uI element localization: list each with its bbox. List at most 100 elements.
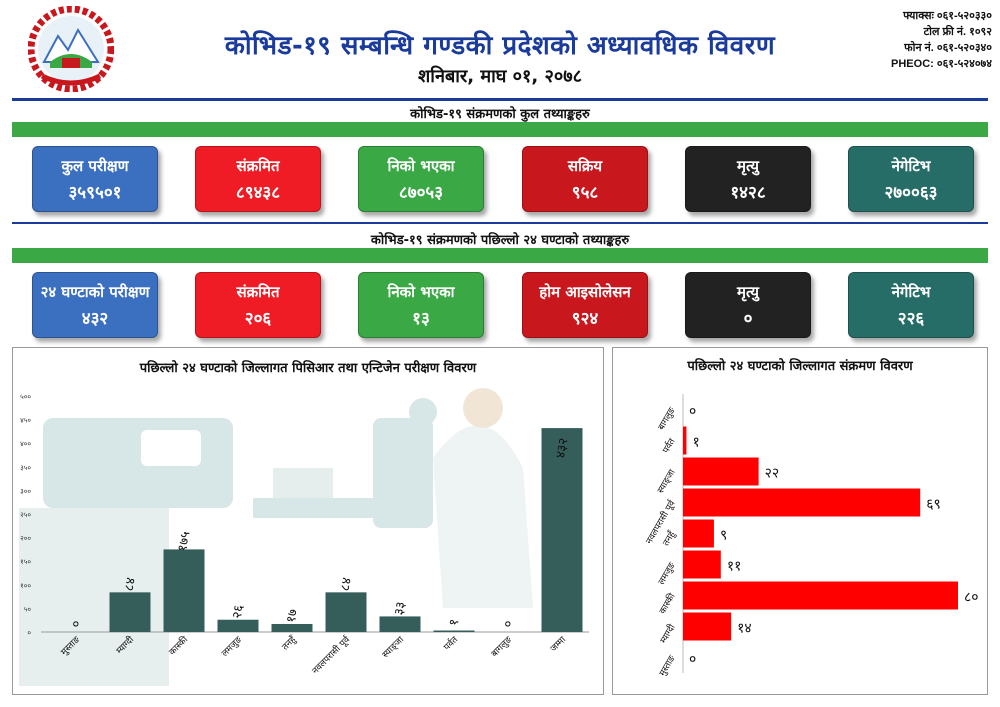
last24-card-3: होम आइसोलेसन ९२४: [522, 272, 648, 338]
card-label: संक्रमित: [236, 156, 280, 175]
toll-free-number: टोल फ्री नं. १०९२: [923, 26, 992, 38]
y-tick-label: ४००: [20, 440, 31, 448]
y-category-label: मुस्ताङ: [658, 654, 678, 678]
bar-value-label: ०: [689, 652, 696, 668]
bar-value-label: ११: [727, 559, 742, 575]
y-category-label: लमजुङ: [657, 561, 678, 587]
y-category-label: कास्की: [656, 590, 678, 616]
bar-5: [325, 592, 367, 632]
bar-value-label: २२: [765, 466, 780, 482]
x-category-label: बागलुङ: [490, 635, 514, 659]
contact-info: फ्याक्सः ०६१-५२०३३० टोल फ्री नं. १०९२ फो…: [891, 8, 992, 72]
bar-6: [379, 616, 421, 632]
bar-value-label: ८०: [964, 590, 979, 606]
bar-2: [163, 549, 205, 632]
last24-card-2: निको भएका १३: [358, 272, 484, 338]
bar-7: [683, 612, 732, 641]
y-tick-label: ०: [27, 629, 31, 637]
bar-3: [683, 488, 921, 517]
section-divider: [12, 222, 988, 224]
card-label: कुल परीक्षण: [61, 156, 129, 175]
infection-chart-panel: पछिल्लो २४ घण्टाको जिल्लागत संक्रमण विवर…: [612, 347, 988, 695]
bar-3: [217, 619, 259, 632]
card-value: ३५९५०१: [68, 182, 122, 203]
card-label: निको भएका: [387, 156, 455, 175]
bar-value-label: ८४: [122, 576, 139, 592]
totals-card-2: निको भएका ८७०५३: [358, 146, 484, 212]
y-category-label: बागलुङ: [657, 406, 678, 432]
y-tick-label: २००: [20, 535, 31, 543]
card-value: ८९४३८: [235, 182, 281, 203]
y-tick-label: ५००: [20, 393, 31, 401]
y-category-label: पर्वत: [660, 435, 678, 455]
bar-value-label: ०: [501, 619, 517, 628]
card-label: नेगेटिभ: [891, 282, 931, 301]
last24-card-1: संक्रमित २०६: [195, 272, 321, 338]
card-value: १३: [412, 308, 430, 329]
x-category-label: मुस्ताङ: [59, 635, 82, 658]
x-category-label: म्याग्दी: [113, 633, 136, 656]
pheoc-number: PHEOC: ०६१-५२४०७४: [891, 58, 992, 70]
y-tick-label: ३००: [20, 487, 31, 495]
phone-number: फोन नं. ०६१-५२०३४०: [904, 42, 992, 54]
card-value: २०६: [244, 308, 272, 329]
bar-value-label: ३३: [392, 601, 409, 617]
bar-1: [109, 592, 151, 632]
card-value: १४२८: [730, 182, 766, 203]
x-category-label: तनहुँ: [279, 633, 299, 653]
y-tick-label: १००: [20, 582, 31, 590]
y-tick-label: ३५०: [20, 464, 31, 472]
card-label: सक्रिय: [567, 156, 603, 175]
bar-9: [541, 428, 583, 632]
x-category-label: पर्वत: [441, 633, 461, 653]
bar-value-label: १: [447, 618, 463, 627]
bar-4: [271, 623, 313, 632]
y-category-label: स्याङ्जा: [656, 467, 678, 495]
card-value: ९२४: [571, 308, 599, 329]
y-tick-label: १५०: [20, 558, 31, 566]
last24-card-4: मृत्यु ०: [685, 272, 811, 338]
bar-value-label: १७५: [175, 530, 193, 553]
totals-card-4: मृत्यु १४२८: [685, 146, 811, 212]
card-value: ८७०५३: [398, 182, 444, 203]
totals-band: [12, 122, 988, 137]
bar-value-label: ४३२: [553, 437, 571, 460]
x-category-label: स्याङ्जा: [381, 635, 407, 661]
y-category-label: तनहुँ: [660, 528, 678, 548]
page-title: कोभिड-१९ सम्बन्धि गण्डकी प्रदेशको अध्याव…: [224, 31, 776, 61]
bar-value-label: १७: [284, 608, 301, 624]
card-value: २७००६३: [884, 182, 938, 203]
totals-card-1: संक्रमित ८९४३८: [195, 146, 321, 212]
totals-card-3: सक्रिय ९५८: [522, 146, 648, 212]
last24-card-0: २४ घण्टाको परीक्षण ४३२: [32, 272, 158, 338]
card-value: २२६: [897, 308, 925, 329]
lab-illustration: [19, 388, 533, 686]
bar-value-label: २६: [230, 604, 247, 620]
x-category-label: नवलपरासी पूर्व: [309, 633, 353, 677]
testing-chart-panel: पछिल्लो २४ घण्टाको जिल्लागत पिसिआर तथा ए…: [12, 347, 604, 695]
card-value: ९५८: [571, 182, 599, 203]
y-tick-label: ५०: [24, 605, 32, 613]
testing-bar-chart: ० ५० १०० १५० २०० २५० ३०० ३५० ४०० ४५० ५०० ० मुस्ताङ ८४…: [20, 393, 589, 677]
bar-2: [683, 457, 759, 486]
bar-value-label: ८४: [338, 576, 355, 592]
bar-6: [683, 581, 958, 610]
bar-value-label: ०: [689, 404, 696, 420]
fax-number: फ्याक्सः ०६१-५२०३३०: [903, 10, 992, 22]
totals-card-5: नेगेटिभ २७००६३: [848, 146, 974, 212]
last24-section-title: कोभिड-१९ संक्रमणको पछिल्लो २४ घण्टाको तथ…: [370, 233, 630, 248]
totals-section-title: कोभिड-१९ संक्रमणको कुल तथ्याङ्कहरु: [410, 107, 590, 122]
x-category-label: लमजुङ: [220, 635, 244, 659]
bar-1: [683, 426, 687, 455]
card-label: २४ घण्टाको परीक्षण: [40, 282, 150, 301]
last24-card-5: नेगेटिभ २२६: [848, 272, 974, 338]
bar-value-label: १४: [737, 621, 752, 637]
x-category-label: जम्मा: [549, 635, 569, 655]
card-label: मृत्यु: [736, 156, 760, 175]
nepal-emblem-icon: [28, 6, 114, 92]
testing-chart-title: पछिल्लो २४ घण्टाको जिल्लागत पिसिआर तथा ए…: [139, 361, 477, 376]
bar-7: [433, 630, 475, 632]
bar-4: [683, 519, 714, 548]
x-category-label: कास्की: [166, 633, 191, 658]
